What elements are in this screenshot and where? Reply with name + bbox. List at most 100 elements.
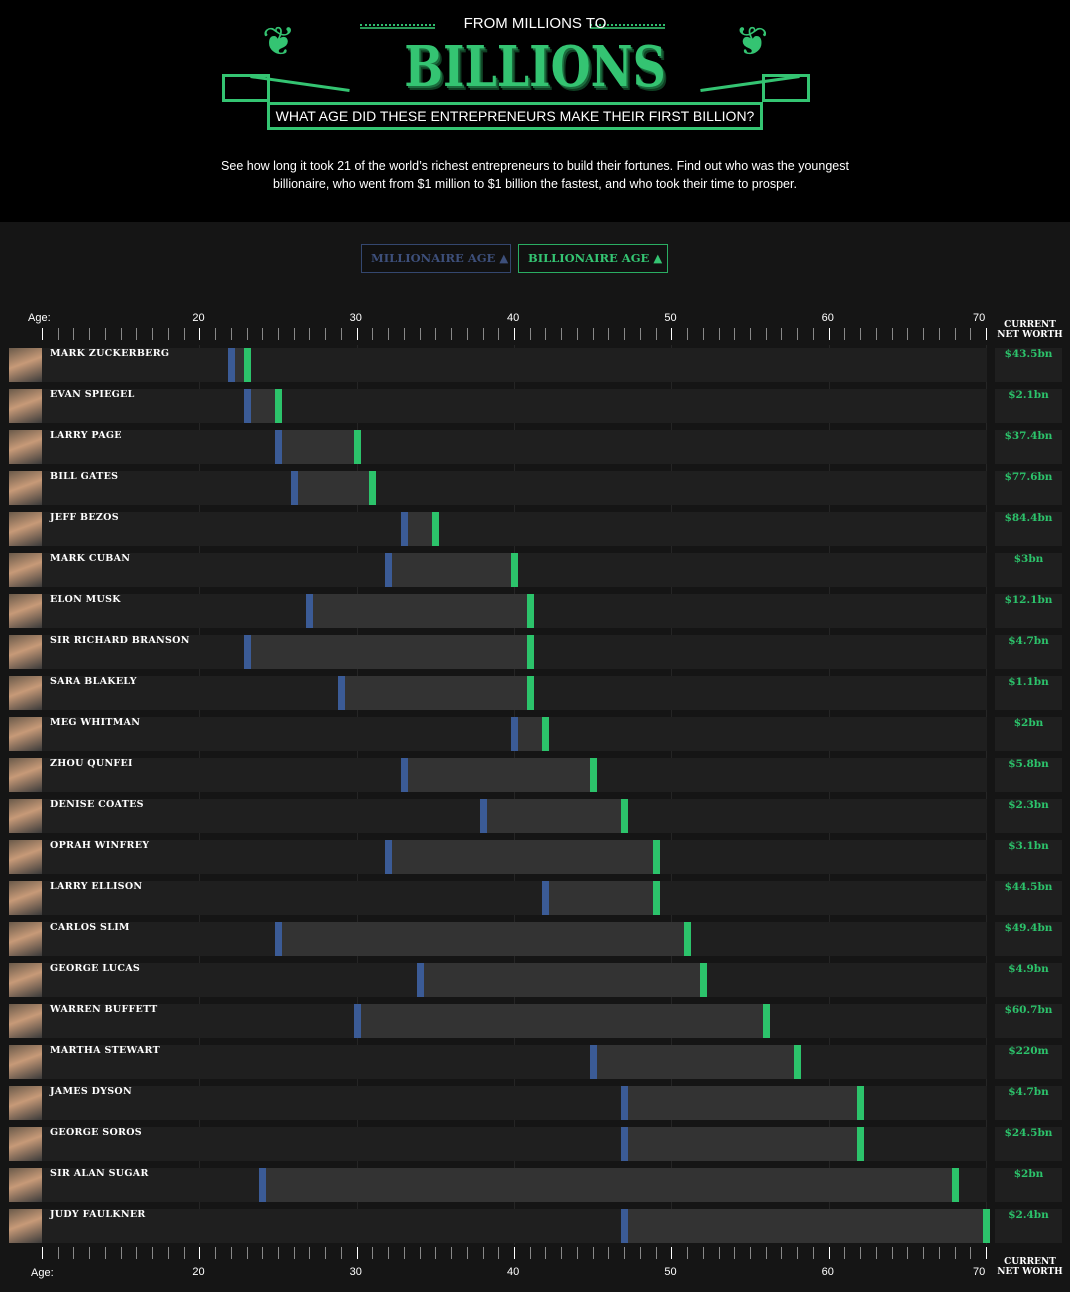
billionaire-age-marker [511, 553, 518, 587]
chart-row: SIR RICHARD BRANSON [9, 635, 987, 669]
axis-tick [954, 1247, 956, 1259]
axis-tick [592, 328, 594, 340]
axis-tick [293, 328, 295, 340]
age-span-bar [403, 512, 436, 546]
net-worth-value: $4.7bn [995, 1086, 1062, 1120]
age-span-bar [482, 799, 625, 833]
millionaire-age-marker [479, 799, 487, 833]
net-worth-value: $84.4bn [995, 512, 1062, 546]
chart-row: CARLOS SLIM [9, 922, 987, 956]
billionaire-age-marker [432, 512, 440, 546]
axis-tick [970, 328, 972, 340]
axis-tick [466, 1247, 468, 1259]
axis-tick [278, 328, 279, 340]
chart-row: SIR ALAN SUGAR [9, 1168, 987, 1202]
avatar [9, 594, 42, 628]
avatar [9, 348, 42, 382]
net-worth-value: $49.4bn [995, 922, 1062, 956]
axis-tick [388, 1247, 390, 1259]
sort-billionaire-age-button[interactable]: BILLIONAIRE AGE ▲ [518, 244, 668, 273]
net-worth-value: $77.6bn [995, 471, 1062, 505]
axis-tick [403, 328, 405, 340]
header: ❦ ❦ FROM MILLIONS TO BILLIONS WHAT AGE D… [0, 0, 1070, 222]
billionaire-age-marker [951, 1168, 959, 1202]
age-span-bar [262, 1168, 955, 1202]
avatar [9, 1086, 42, 1120]
person-name: LARRY ELLISON [50, 881, 143, 892]
axis-tick [498, 328, 500, 340]
axis-tick [340, 328, 342, 340]
millionaire-age-marker [621, 1127, 629, 1161]
sort-up-icon: ▲ [499, 251, 509, 265]
axis-tick [986, 1247, 987, 1259]
chart-row: MARTHA STEWART [9, 1045, 987, 1079]
sort-millionaire-age-button[interactable]: MILLIONAIRE AGE ▲ [361, 244, 511, 273]
millionaire-age-marker [511, 717, 518, 751]
chart-row: GEORGE LUCAS [9, 963, 987, 997]
axis-tick [639, 328, 641, 340]
chart-row: ELON MUSK [9, 594, 987, 628]
age-span-bar [278, 430, 357, 464]
axis-tick [671, 328, 673, 340]
net-worth-value: $3bn [995, 553, 1062, 587]
age-span-bar [278, 922, 688, 956]
axis-tick [624, 328, 626, 340]
age-span-bar [624, 1086, 861, 1120]
pre-title: FROM MILLIONS TO [463, 15, 607, 32]
axis-tick [403, 1247, 405, 1259]
net-worth-value: $2.1bn [995, 389, 1062, 423]
tick-label-top: 30 [349, 312, 362, 324]
person-name: MARK ZUCKERBERG [50, 348, 170, 359]
axis-tick [325, 1247, 327, 1259]
avatar [9, 922, 42, 956]
billionaire-age-marker [353, 430, 361, 464]
person-name: BILL GATES [50, 471, 119, 482]
axis-tick [561, 1247, 563, 1259]
avatar [9, 1045, 42, 1079]
axis-tick [246, 1247, 248, 1259]
net-worth-value: $3.1bn [995, 840, 1062, 874]
axis-tick [466, 328, 468, 340]
age-span-bar [246, 389, 278, 423]
chart-row: ZHOU QUNFEI [9, 758, 987, 792]
millionaire-age-marker [259, 1168, 267, 1202]
axis-tick [435, 1247, 437, 1259]
axis-tick [687, 328, 689, 340]
billionaire-age-marker [542, 717, 550, 751]
net-worth-value: $44.5bn [995, 881, 1062, 915]
axis-tick [860, 1247, 862, 1259]
chart-row: EVAN SPIEGEL [9, 389, 987, 423]
axis-tick [734, 1247, 736, 1259]
axis-tick [938, 1247, 940, 1259]
age-span-bar [388, 840, 656, 874]
age-span-bar [340, 676, 530, 710]
axis-tick [215, 1247, 217, 1259]
millionaire-age-marker [337, 676, 345, 710]
avatar [9, 1209, 42, 1243]
millionaire-age-marker [589, 1045, 597, 1079]
billionaire-age-marker [526, 635, 534, 669]
millionaire-age-marker [243, 635, 251, 669]
axis-label-bottom: Age: [31, 1267, 54, 1279]
age-span-bar [545, 881, 656, 915]
millionaire-age-marker [621, 1086, 629, 1120]
axis-tick [514, 328, 515, 340]
axis-tick [561, 328, 563, 340]
avatar [9, 840, 42, 874]
axis-tick [797, 328, 799, 340]
axis-tick [655, 1247, 657, 1259]
axis-tick [183, 1247, 185, 1259]
axis-tick [687, 1247, 689, 1259]
axis-tick [781, 1247, 783, 1259]
axis-tick [372, 1247, 374, 1259]
axis-tick [938, 328, 940, 340]
chart-row: MARK ZUCKERBERG [9, 348, 987, 382]
axis-tick [923, 1247, 925, 1259]
millionaire-age-marker [353, 1004, 361, 1038]
axis-tick [388, 328, 390, 340]
button-label: MILLIONAIRE AGE [371, 251, 496, 265]
axis-tick [372, 328, 374, 340]
chart-row: OPRAH WINFREY [9, 840, 987, 874]
chart-row: BILL GATES [9, 471, 987, 505]
net-worth-header-bottom: CURRENT NET WORTH [997, 1257, 1063, 1277]
